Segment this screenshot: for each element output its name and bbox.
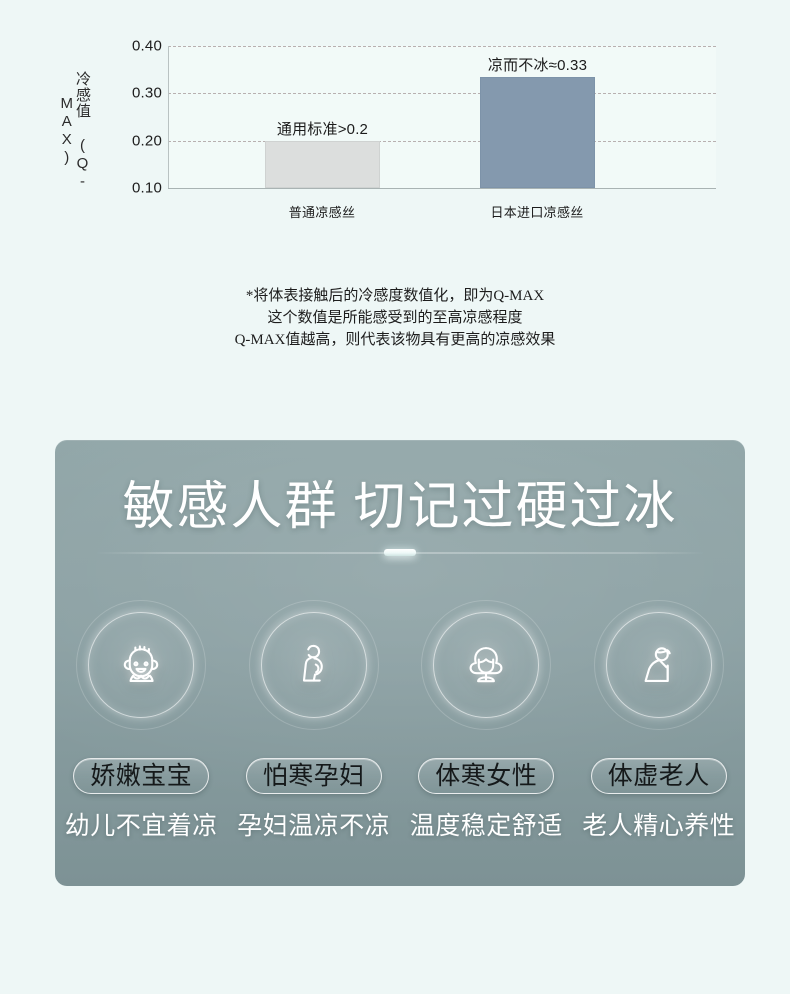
elderly-person-cane-icon — [632, 638, 686, 692]
group-item-elderly[interactable]: 体虚老人 老人精心养性 — [573, 600, 746, 842]
group-item-baby[interactable]: 娇嫩宝宝 幼儿不宜着凉 — [55, 600, 228, 842]
chart-y-axis-line — [168, 46, 169, 188]
y-tick-label-3: 0.40 — [132, 37, 162, 55]
icon-circle-elderly — [593, 600, 724, 730]
groups-row: 娇嫩宝宝 幼儿不宜着凉 怕寒孕妇 孕妇温凉不凉 — [55, 600, 746, 842]
baby-face-icon — [114, 638, 168, 692]
qmax-chart-section: 冷感值 (Q-MAX) 0.10 0.20 0.30 0.40 通用标准>0.2… — [0, 0, 790, 260]
y-tick-label-1: 0.20 — [132, 132, 162, 150]
pill-baby[interactable]: 娇嫩宝宝 — [73, 758, 210, 794]
pill-label-woman: 体寒女性 — [435, 762, 538, 790]
caption-elderly: 老人精心养性 — [582, 813, 736, 840]
chart-x-axis-line — [168, 188, 716, 189]
icon-circle-baby — [76, 600, 207, 730]
footnote-line-3: Q-MAX值越高，则代表该物具有更高的凉感效果 — [234, 332, 556, 348]
footnote-line-2: 这个数值是所能感受到的至高凉感程度 — [267, 310, 523, 326]
pill-label-elderly: 体虚老人 — [607, 762, 710, 790]
caption-woman: 温度稳定舒适 — [409, 813, 563, 840]
bar-common-cooling-fiber — [265, 140, 380, 188]
gridline-0.20 — [168, 140, 716, 142]
caption-pregnant: 孕妇温凉不凉 — [237, 813, 391, 840]
gridline-0.30 — [168, 93, 716, 95]
y-tick-label-2: 0.30 — [132, 84, 162, 102]
bar-japan-imported-cooling-fiber — [480, 77, 595, 188]
group-item-pregnant[interactable]: 怕寒孕妇 孕妇温凉不凉 — [228, 600, 401, 842]
bar-annotation-japan: 凉而不冰≈0.33 — [487, 57, 588, 74]
long-hair-woman-icon — [459, 638, 513, 692]
pill-elderly[interactable]: 体虚老人 — [590, 758, 727, 794]
y-tick-label-0: 0.10 — [132, 179, 162, 197]
x-category-label-1: 日本进口凉感丝 — [490, 205, 584, 220]
pill-label-pregnant: 怕寒孕妇 — [262, 762, 365, 790]
gridline-0.40 — [168, 46, 716, 47]
icon-circle-pregnant — [248, 600, 379, 730]
bar-annotation-common: 通用标准>0.2 — [276, 121, 369, 138]
chart-y-axis-title: 冷感值 (Q-MAX) — [58, 71, 91, 191]
pill-pregnant[interactable]: 怕寒孕妇 — [245, 758, 382, 794]
x-category-label-0: 普通凉感丝 — [288, 205, 356, 220]
chart-plot-area: 通用标准>0.2 凉而不冰≈0.33 — [168, 46, 716, 188]
pill-label-baby: 娇嫩宝宝 — [90, 762, 193, 790]
headline-divider-accent — [384, 549, 416, 556]
sensitive-groups-panel: 敏感人群 切记过硬过冰 娇嫩宝宝 — [55, 440, 745, 886]
panel-headline: 敏感人群 切记过硬过冰 — [122, 479, 678, 536]
plot-background — [168, 46, 716, 188]
chart-footnote: *将体表接触后的冷感度数值化，即为Q-MAX 这个数值是所能感受到的至高凉感程度… — [0, 285, 790, 351]
pill-woman[interactable]: 体寒女性 — [418, 758, 555, 794]
pregnant-woman-icon — [287, 638, 341, 692]
caption-baby: 幼儿不宜着凉 — [64, 813, 218, 840]
icon-circle-woman — [421, 600, 552, 730]
group-item-woman[interactable]: 体寒女性 温度稳定舒适 — [400, 600, 573, 842]
footnote-line-1: *将体表接触后的冷感度数值化，即为Q-MAX — [245, 288, 545, 304]
